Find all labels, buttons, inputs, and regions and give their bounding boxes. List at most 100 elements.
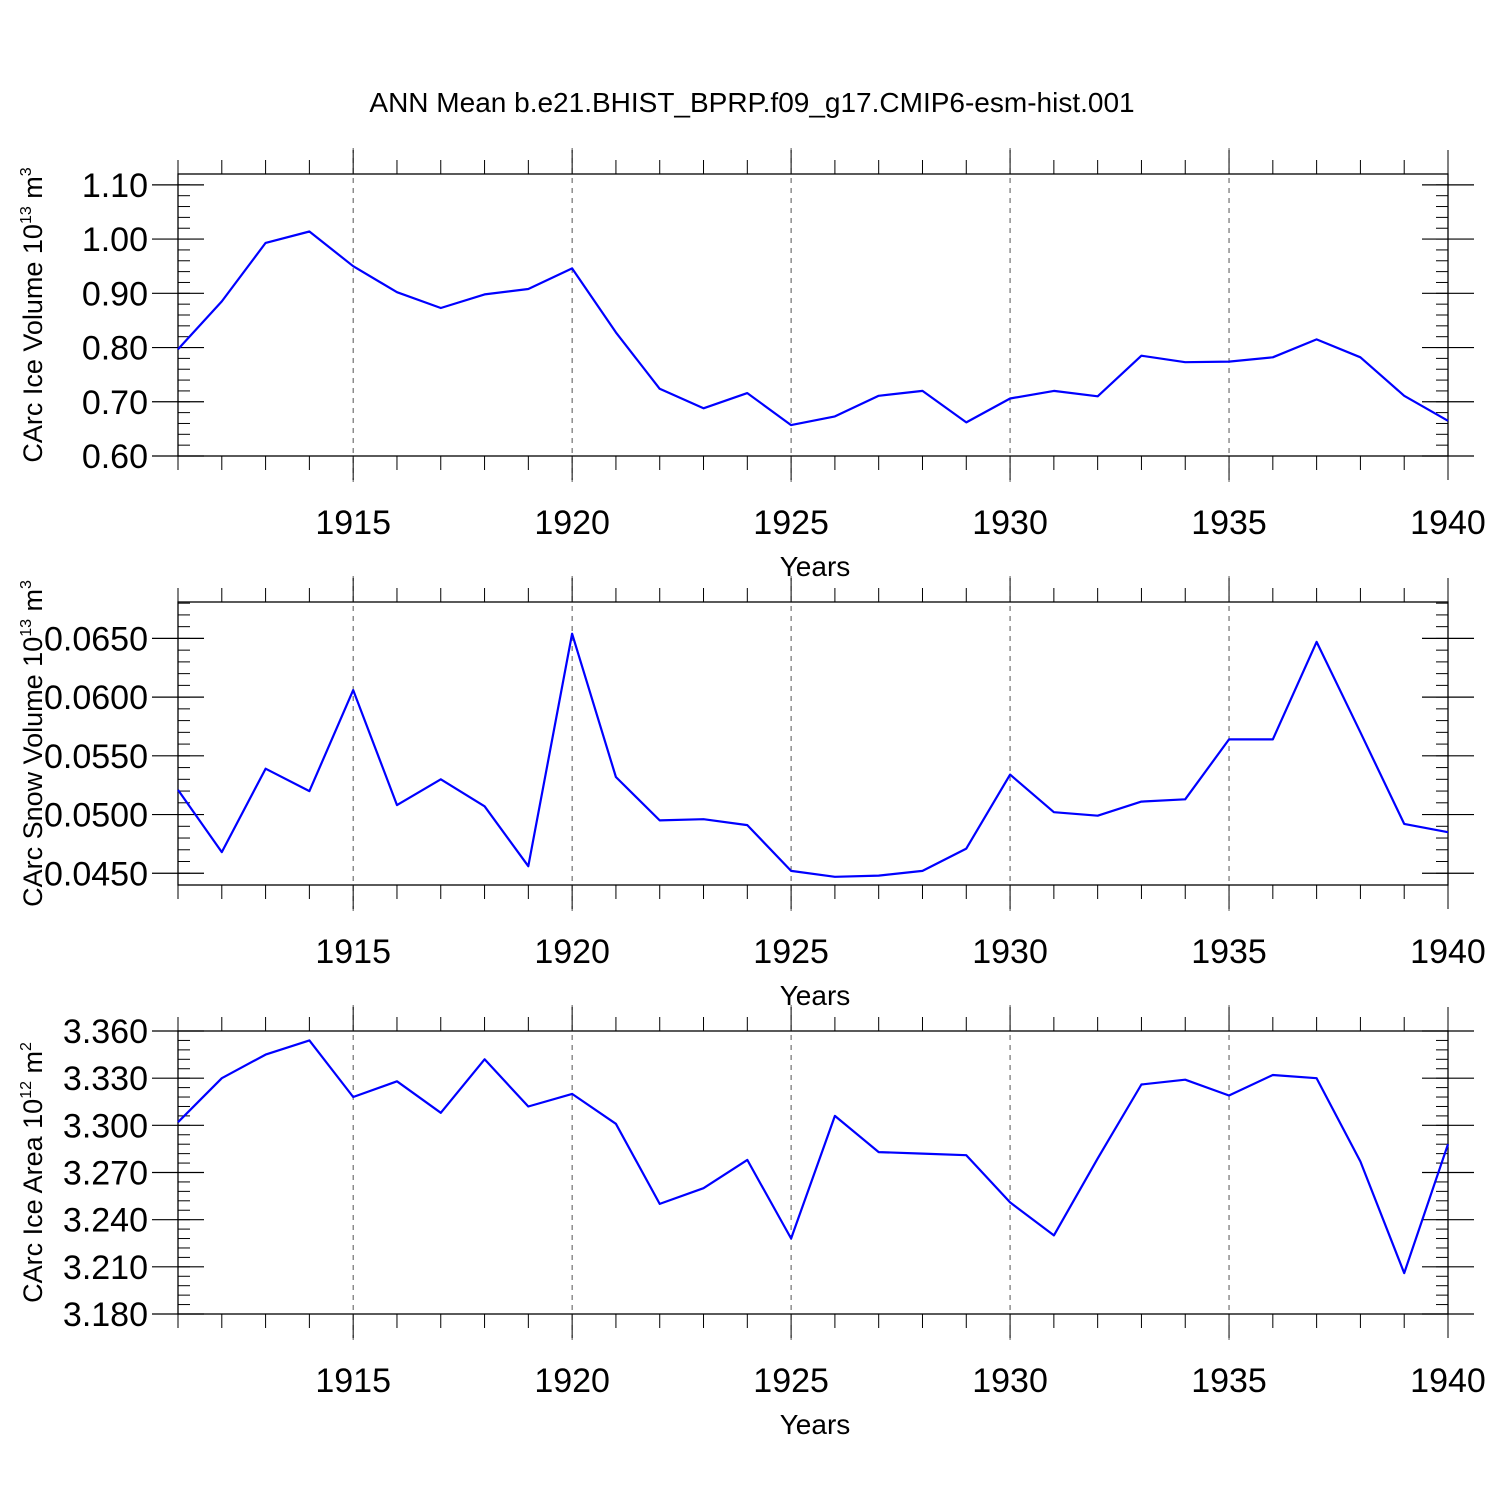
x-axis-label: Years [780,551,851,582]
data-point [1228,361,1230,363]
data-point [221,300,223,302]
data-point [352,689,354,691]
data-point [396,1080,398,1082]
data-point [177,1121,179,1123]
data-point [396,804,398,806]
data-point [834,1115,836,1117]
x-tick-label: 1925 [753,504,829,542]
x-tick-label: 1935 [1191,1362,1267,1400]
data-point [703,1187,705,1189]
x-axis-label: Years [780,980,851,1011]
data-point [1097,1157,1099,1159]
y-tick-label: 0.90 [82,275,148,313]
data-point [878,395,880,397]
data-point [746,392,748,394]
x-tick-label: 1920 [534,1362,610,1400]
data-point [1184,1079,1186,1081]
y-axis-label-part: m [18,1051,48,1081]
y-axis-label-part: CArc Ice Area 10 [18,1099,48,1303]
data-point [834,415,836,417]
data-point [703,818,705,820]
data-point [1140,1083,1142,1085]
y-tick-label: 3.240 [63,1202,148,1240]
x-tick-label: 1925 [753,1362,829,1400]
y-axis-label-part: 13 [18,619,35,637]
data-point [527,1105,529,1107]
y-tick-label: 3.180 [63,1296,148,1334]
y-axis-label: CArc Ice Volume 1013 m3 [18,167,48,462]
x-tick-label: 1915 [315,1362,391,1400]
data-point [221,1077,223,1079]
data-point [703,407,705,409]
x-tick-label: 1930 [972,504,1048,542]
data-point [1228,738,1230,740]
data-point [1097,395,1099,397]
data-point [396,291,398,293]
y-tick-label: 0.60 [82,438,148,476]
y-tick-label: 3.210 [63,1249,148,1287]
data-point [921,870,923,872]
data-point [659,819,661,821]
data-point [615,1123,617,1125]
data-point [921,1153,923,1155]
chart-panel-2: 0.0450 0.0500 0.0550 0.0600 0.0650 1915 1920 19… [18,576,1486,1011]
x-tick-label: 1935 [1191,504,1267,542]
data-point [1403,1272,1405,1274]
y-tick-label: 0.0550 [44,738,148,776]
data-point [1359,356,1361,358]
data-point [965,421,967,423]
y-axis-label-part: 3 [18,167,35,176]
data-point [1009,774,1011,776]
data-series-line [177,632,1449,878]
data-point [308,1039,310,1041]
y-axis-label: CArc Snow Volume 1013 m3 [18,580,48,907]
y-tick-label: 3.330 [63,1060,148,1098]
data-point [790,424,792,426]
x-tick-label: 1940 [1410,1362,1486,1400]
data-point [1053,1234,1055,1236]
data-point [1447,420,1449,422]
data-point [484,805,486,807]
x-tick-label: 1915 [315,933,391,971]
y-tick-label: 3.360 [63,1013,148,1051]
data-point [965,1154,967,1156]
y-tick-label: 0.0650 [44,620,148,658]
y-tick-label: 1.00 [82,221,148,259]
data-point [1184,798,1186,800]
data-series-line [177,230,1449,427]
y-axis-label-part: 13 [18,206,35,224]
data-point [746,824,748,826]
data-point [177,348,179,350]
y-tick-label: 3.300 [63,1107,148,1145]
y-axis-label-part: m [18,176,48,206]
y-tick-label: 0.0500 [44,797,148,835]
data-point [1097,815,1099,817]
chart-panel-3: 3.180 3.210 3.240 3.270 3.300 3.330 3.360 1915 1… [18,1005,1486,1440]
data-point [615,776,617,778]
data-point [177,789,179,791]
data-point [965,848,967,850]
data-point [484,293,486,295]
figure-title: ANN Mean b.e21.BHIST_BPRP.f09_g17.CMIP6-… [369,87,1134,118]
data-point [352,1096,354,1098]
y-axis-label-part: 12 [18,1081,35,1099]
y-axis-label-part: CArc Ice Volume 10 [18,224,48,463]
data-point [265,242,267,244]
data-point [1447,1143,1449,1145]
x-tick-label: 1915 [315,504,391,542]
data-point [1228,1094,1230,1096]
y-tick-label: 3.270 [63,1155,148,1193]
data-point [1053,811,1055,813]
data-point [308,790,310,792]
data-point [1403,395,1405,397]
chart-panel-1: 0.60 0.70 0.80 0.90 1.00 1.10 1915 1920 1925 1930… [18,148,1486,582]
data-point [615,331,617,333]
plot-frame [177,601,1449,886]
data-point [1272,1074,1274,1076]
y-tick-label: 0.70 [82,384,148,422]
data-point [1316,641,1318,643]
data-point [659,1203,661,1205]
data-point [571,633,573,635]
